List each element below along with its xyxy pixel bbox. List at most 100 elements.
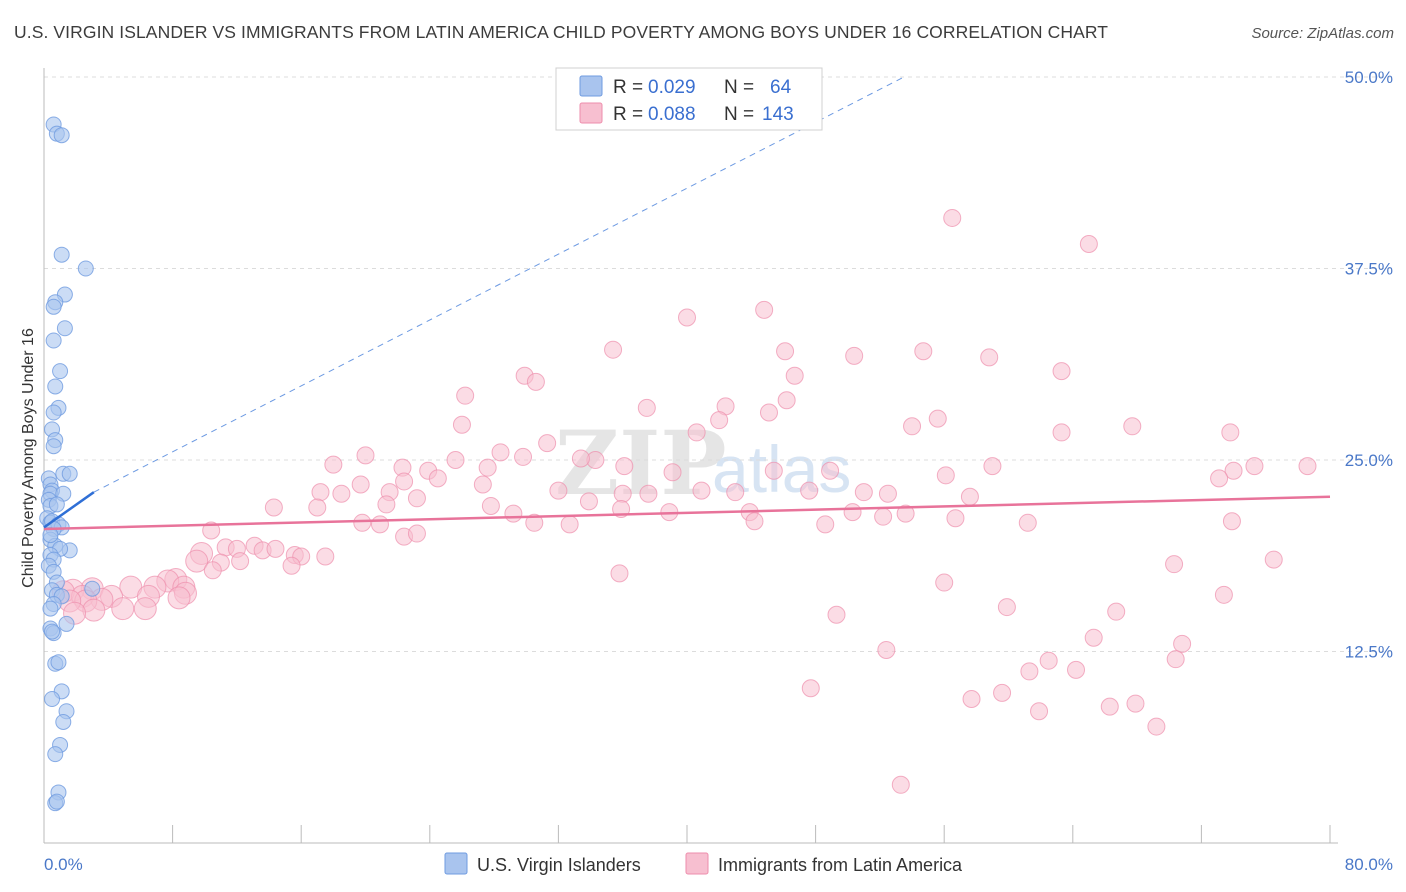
latin-america-point [491, 443, 510, 462]
virgin-islander-point [44, 690, 61, 707]
latin-america-point [1224, 461, 1243, 480]
latin-america-point [962, 689, 981, 708]
latin-america-point [678, 308, 696, 327]
virgin-islander-point [61, 465, 78, 482]
virgin-islander-point [56, 320, 73, 337]
virgin-islander-point [84, 580, 101, 597]
virgin-islander-point [45, 298, 62, 315]
latin-america-point [1147, 717, 1166, 736]
virgin-islander-point [50, 654, 67, 671]
legend-n-value: 143 [762, 104, 794, 125]
latin-america-point [777, 391, 796, 410]
tick-labels: 12.5% 25.0% 37.5% 50.0% 0.0% 80.0% [44, 68, 1393, 874]
latin-america-point [914, 342, 933, 361]
legend-swatch-pink [579, 102, 603, 124]
latin-america-point [935, 573, 954, 592]
latin-america-point [203, 561, 222, 580]
latin-america-point [776, 342, 795, 361]
virgin-islander-point [48, 496, 65, 513]
latin-america-point [874, 507, 893, 526]
latin-america-point [845, 346, 864, 365]
latin-america-point [332, 484, 351, 503]
latin-america-point [687, 423, 706, 442]
latin-america-point [264, 498, 283, 517]
latin-america-point [1030, 702, 1049, 721]
latin-america-point [351, 475, 370, 494]
legend-n-label: N = [724, 77, 754, 98]
virgin-islander-point [47, 746, 64, 763]
latin-america-point [478, 458, 497, 477]
virgin-islander-point [45, 404, 62, 421]
virgin-islander-point [53, 246, 70, 263]
latin-america-point [1126, 694, 1145, 713]
latin-america-point [745, 512, 764, 531]
latin-america-point [185, 549, 209, 573]
y-axis-title: Child Poverty Among Boys Under 16 [20, 328, 37, 588]
latin-america-point [1173, 634, 1192, 653]
latin-america-point [395, 472, 414, 491]
latin-america-point [526, 372, 545, 391]
latin-america-point [878, 484, 897, 503]
latin-america-point [816, 515, 835, 534]
latin-america-point [613, 484, 632, 503]
latin-america-point [891, 775, 910, 794]
virgin-islander-point [77, 260, 94, 277]
latin-america-point [1100, 697, 1119, 716]
latin-america-point [266, 539, 285, 558]
latin-america-point [710, 411, 729, 430]
latin-america-point [615, 457, 634, 476]
latin-america-point [801, 679, 820, 698]
latin-america-point [311, 483, 330, 502]
latin-america-point [759, 403, 778, 422]
latin-america-point [936, 466, 955, 485]
latin-america-point [877, 640, 896, 659]
x-tick-label: 80.0% [1345, 855, 1393, 874]
virgin-islander-point [42, 600, 59, 617]
latin-america-point [1221, 423, 1240, 442]
latin-america-point [997, 598, 1016, 617]
legend-n-label: N = [724, 104, 754, 125]
virgin-islander-trend-line [43, 491, 95, 529]
latin-america-point [1166, 650, 1185, 669]
latin-america-point [946, 509, 965, 528]
latin-america-point [960, 487, 979, 506]
legend-r-value: 0.029 [648, 77, 696, 98]
latin-america-point [943, 208, 962, 227]
latin-america-point [1222, 512, 1241, 531]
latin-america-point [764, 461, 783, 480]
virgin-islander-points [39, 116, 101, 812]
latin-america-point [1052, 423, 1071, 442]
latin-america-point [356, 446, 375, 465]
latin-america-point [324, 455, 343, 474]
latin-america-point [1245, 457, 1264, 476]
virgin-islander-point [47, 378, 64, 395]
virgin-islander-point [48, 793, 65, 810]
virgin-islander-trend-extension [93, 76, 905, 493]
x-tick-label: 0.0% [44, 855, 83, 874]
virgin-islander-point [53, 127, 70, 144]
virgin-islander-point [44, 623, 61, 640]
y-tick-label: 12.5% [1345, 643, 1393, 662]
latin-america-point [473, 475, 492, 494]
legend-r-label: R = [613, 104, 643, 125]
latin-america-point [1020, 662, 1039, 681]
latin-america-point [827, 605, 846, 624]
y-tick-label: 50.0% [1345, 68, 1393, 87]
virgin-islander-point [45, 332, 62, 349]
latin-america-point [639, 484, 658, 503]
latin-america-point [407, 524, 426, 543]
bottom-legend-label: Immigrants from Latin America [718, 855, 963, 875]
latin-america-point [1039, 651, 1058, 670]
latin-america-point [610, 564, 629, 583]
bottom-legend: U.S. Virgin Islanders Immigrants from La… [444, 852, 963, 875]
virgin-islander-point [58, 615, 75, 632]
latin-america-point [202, 521, 221, 540]
latin-america-point [726, 483, 745, 502]
latin-america-point [785, 366, 804, 385]
y-tick-label: 25.0% [1345, 451, 1393, 470]
latin-america-point [980, 348, 999, 367]
latin-america-point [604, 340, 623, 359]
latin-america-point [370, 515, 389, 534]
latin-america-point [843, 503, 862, 522]
virgin-islander-point [45, 438, 62, 455]
